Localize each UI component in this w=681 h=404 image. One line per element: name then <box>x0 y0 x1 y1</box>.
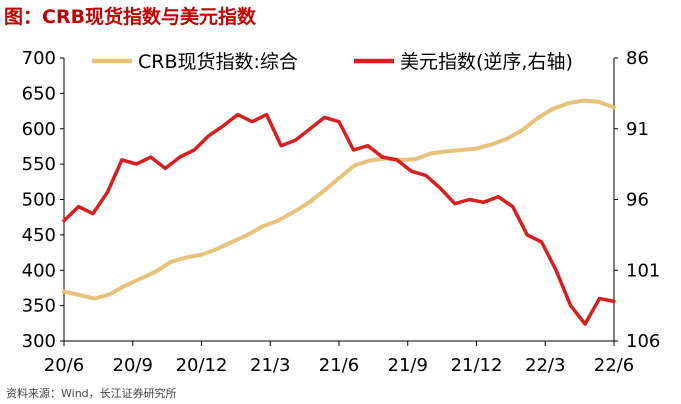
x-tick-label: 20/12 <box>176 355 228 376</box>
x-tick-label: 21/6 <box>319 355 359 376</box>
x-tick-label: 21/3 <box>250 355 290 376</box>
crb-spot-index-line <box>62 98 616 301</box>
source-note: 资料来源：Wind，长江证券研究所 <box>6 387 177 400</box>
right-tick-label: 86 <box>626 48 649 69</box>
legend-dollar-label: 美元指数(逆序,右轴) <box>400 51 573 73</box>
right-tick-label: 106 <box>626 331 660 352</box>
left-tick-label: 500 <box>22 190 56 211</box>
right-tick-label: 96 <box>626 190 649 211</box>
x-tick-label: 21/12 <box>451 355 503 376</box>
left-tick-label: 400 <box>22 260 56 281</box>
chart-title: 图：CRB现货指数与美元指数 <box>4 6 257 28</box>
dollar-index-line <box>62 112 616 326</box>
x-tick-label: 21/9 <box>388 355 428 376</box>
left-tick-label: 450 <box>22 225 56 246</box>
right-tick-label: 101 <box>626 260 660 281</box>
left-tick-label: 650 <box>22 83 56 104</box>
x-tick-label: 22/6 <box>594 355 634 376</box>
x-tick-label: 20/9 <box>113 355 153 376</box>
left-tick-label: 600 <box>22 119 56 140</box>
right-tick-label: 91 <box>626 119 649 140</box>
left-tick-label: 700 <box>22 48 56 69</box>
left-tick-label: 300 <box>22 331 56 352</box>
left-tick-label: 350 <box>22 296 56 317</box>
legend-crb-label: CRB现货指数:综合 <box>138 51 298 73</box>
left-tick-label: 550 <box>22 154 56 175</box>
x-tick-label: 20/6 <box>44 355 84 376</box>
x-tick-label: 22/3 <box>525 355 565 376</box>
